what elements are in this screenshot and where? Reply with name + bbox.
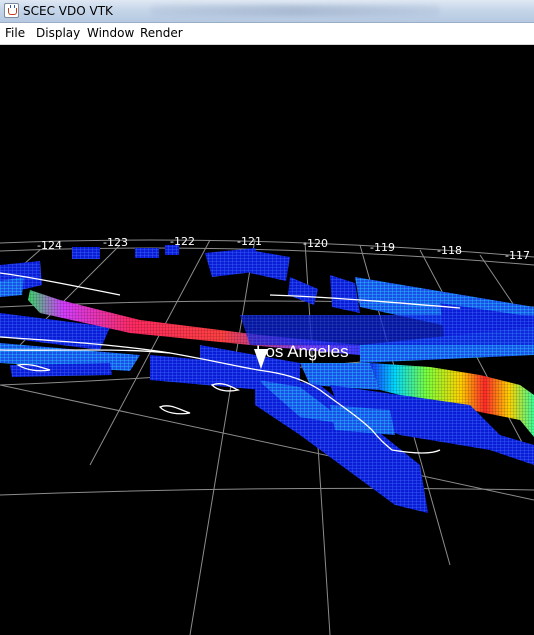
longitude-label: -118	[437, 244, 462, 257]
window-title: SCEC VDO VTK	[23, 4, 113, 18]
java-cup-icon	[4, 3, 19, 18]
southern-fault-band	[200, 345, 534, 465]
menu-bar: File Display Window Render	[0, 23, 534, 45]
longitude-label: -119	[370, 241, 395, 254]
coastline	[0, 272, 461, 454]
longitude-label: -124	[37, 239, 62, 252]
los-angeles-marker[interactable]: Los Angeles	[254, 342, 349, 369]
longitude-label: -121	[237, 235, 262, 248]
city-pin-icon	[254, 349, 268, 369]
3d-render-viewport[interactable]: -124 -123 -122 -121 -120 -119 -118 -117 …	[0, 45, 534, 635]
title-bar-blurred-region	[150, 5, 440, 16]
san-andreas-fault-band	[28, 290, 534, 363]
western-fault-strands	[0, 261, 140, 377]
longitude-label: -122	[170, 235, 195, 248]
city-label: Los Angeles	[256, 342, 349, 361]
subduction-curtain	[150, 355, 428, 513]
title-bar[interactable]: SCEC VDO VTK	[0, 0, 534, 23]
longitude-label: -123	[103, 236, 128, 249]
menu-window[interactable]: Window	[87, 26, 135, 40]
longitude-label: -117	[505, 249, 530, 262]
menu-display[interactable]: Display	[36, 26, 81, 40]
scene-canvas[interactable]: -124 -123 -122 -121 -120 -119 -118 -117 …	[0, 45, 534, 635]
longitude-label: -120	[303, 237, 328, 250]
longitude-labels: -124 -123 -122 -121 -120 -119 -118 -117	[37, 235, 530, 262]
menu-file[interactable]: File	[5, 26, 26, 40]
menu-render[interactable]: Render	[140, 26, 183, 40]
